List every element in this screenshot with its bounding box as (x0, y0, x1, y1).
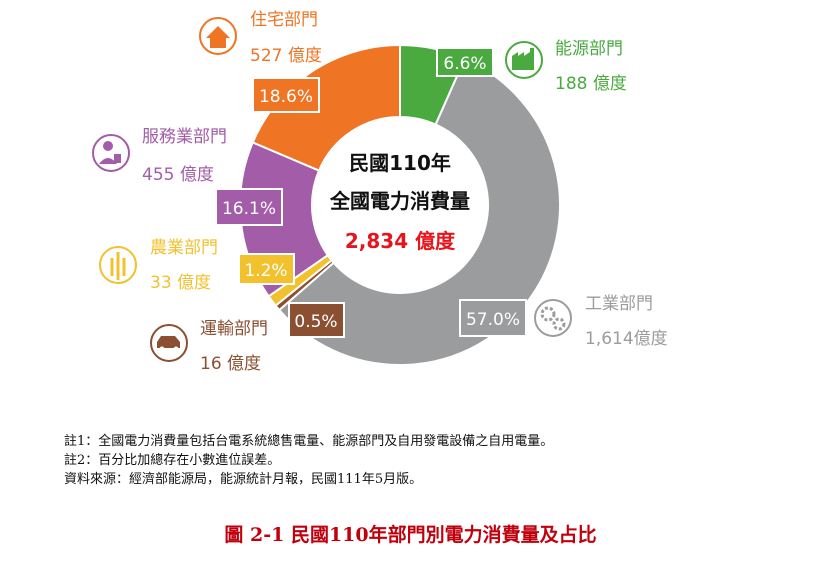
slice-name-agriculture: 農業部門 (150, 238, 218, 258)
label-group-transport: 運輸部門 16 億度 (150, 319, 268, 374)
clerk-icon (92, 134, 130, 172)
label-group-energy: 能源部門 188 億度 (505, 39, 627, 94)
label-group-agriculture: 農業部門 33 億度 (99, 238, 218, 293)
label-group-residential: 住宅部門 527 億度 (199, 10, 322, 66)
slice-name-service: 服務業部門 (142, 127, 227, 147)
donut-chart: 民國110年 全國電力消費量 2,834 億度 6.6% 57.0% 0.5% … (92, 10, 668, 374)
percent-label-transport: 0.5% (294, 312, 337, 332)
slice-value-residential: 527 億度 (250, 46, 322, 66)
slice-value-transport: 16 億度 (200, 354, 261, 374)
percent-label-energy: 6.6% (443, 54, 486, 74)
percent-label-service: 16.1% (222, 199, 276, 219)
percent-box-energy: 6.6% (436, 47, 494, 77)
slice-name-residential: 住宅部門 (250, 10, 318, 30)
car-icon (150, 324, 188, 362)
note-2: 註2：百分比加總存在小數進位誤差。 (64, 453, 281, 468)
source-note: 資料來源：經濟部能源局，能源統計月報，民國111年5月版。 (64, 472, 423, 487)
house-icon (199, 17, 237, 55)
slice-name-energy: 能源部門 (555, 39, 623, 59)
gears-icon (534, 299, 572, 337)
percent-label-industry: 57.0% (466, 310, 520, 330)
label-group-service: 服務業部門 455 億度 (92, 127, 227, 185)
percent-box-service: 16.1% (215, 188, 283, 226)
slice-value-industry: 1,614億度 (585, 329, 668, 349)
center-title-line2: 全國電力消費量 (329, 189, 470, 213)
percent-label-residential: 18.6% (259, 87, 313, 107)
slice-industry (277, 57, 561, 366)
figure-caption: 圖 2-1 民國110年部門別電力消費量及占比 (224, 524, 597, 546)
factory-icon (505, 41, 543, 79)
center-title-line1: 民國110年 (349, 151, 451, 175)
donut-slices (239, 43, 561, 366)
note-1: 註1：全國電力消費量包括台電系統總售電量、能源部門及自用發電設備之自用電量。 (64, 434, 554, 449)
label-group-industry: 工業部門 1,614億度 (534, 294, 668, 349)
slice-value-agriculture: 33 億度 (150, 273, 211, 293)
slice-value-service: 455 億度 (142, 165, 214, 185)
slice-name-industry: 工業部門 (585, 294, 653, 314)
wheat-icon (99, 246, 137, 284)
percent-box-industry: 57.0% (459, 299, 527, 337)
percent-box-agriculture: 1.2% (238, 253, 295, 285)
percent-box-transport: 0.5% (288, 302, 345, 338)
center-total: 2,834 億度 (345, 229, 456, 253)
percent-box-residential: 18.6% (252, 77, 320, 113)
slice-value-energy: 188 億度 (555, 74, 627, 94)
slice-name-transport: 運輸部門 (200, 319, 268, 339)
percent-label-agriculture: 1.2% (244, 261, 287, 281)
footnotes: 註1：全國電力消費量包括台電系統總售電量、能源部門及自用發電設備之自用電量。 註… (64, 432, 553, 489)
